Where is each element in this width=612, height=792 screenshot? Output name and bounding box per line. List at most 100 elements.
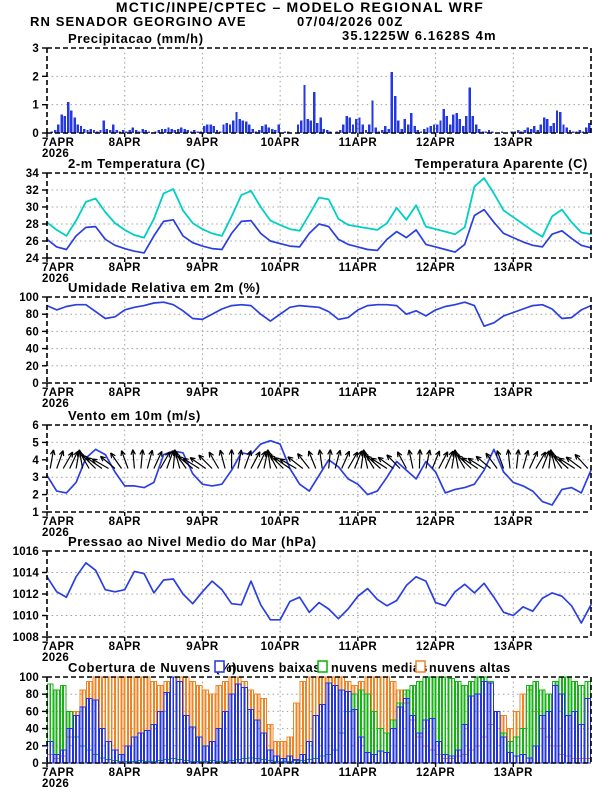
wind-arrow (279, 458, 297, 470)
precip-bar (539, 124, 542, 133)
nuvens-baixas-bar (396, 706, 401, 764)
wind-arrow (189, 457, 207, 469)
precip-bar (245, 121, 248, 133)
x-tick-label: 7APR (42, 137, 75, 149)
nuvens-baixas-bar (124, 745, 128, 764)
x-tick-label: 9APR (186, 767, 219, 779)
x-tick-label: 9APR (186, 641, 219, 653)
wind-arrow (110, 452, 122, 469)
x-tick-label: 12APR (416, 767, 455, 779)
nuvens-baixas-bar (361, 736, 365, 764)
precip-bar (397, 120, 400, 134)
x-tick-label: 13APR (494, 516, 533, 528)
nuvens-baixas-bar (276, 755, 281, 764)
precip-bar (371, 100, 374, 133)
nuvens-baixas-bar (513, 755, 517, 764)
precip-bar (426, 127, 429, 133)
precip-bar (73, 117, 76, 133)
nuvens-baixas-bar (354, 709, 358, 764)
wind-arrow (334, 449, 342, 469)
nuvens-medias-bar (529, 685, 533, 764)
nuvens-baixas-bar (221, 710, 226, 764)
nuvens-baixas-bar (47, 741, 51, 764)
y-tick-label: 6 (32, 420, 39, 432)
precip-bar (300, 120, 303, 134)
precip-bar (134, 130, 138, 133)
nuvens-baixas-bar (318, 704, 323, 764)
nuvens-baixas-bar (309, 741, 313, 764)
nuvens-baixas-bar (523, 753, 527, 764)
nuvens-baixas-bar (76, 715, 80, 764)
x-tick-label: 7APR (42, 387, 75, 399)
nuvens-baixas-bar (448, 755, 452, 764)
nuvens-baixas-bar (108, 741, 112, 764)
x-tick-label: 8APR (109, 137, 142, 149)
nuvens-baixas-bar (348, 691, 352, 764)
x-tick-label: 10APR (261, 641, 300, 653)
nuvens-baixas-bar (212, 741, 216, 764)
station-name: RN SENADOR GEORGINO AVE (30, 14, 247, 29)
wind-arrow (243, 450, 252, 469)
nuvens-baixas-bar (202, 745, 206, 764)
wind-arrow (377, 456, 394, 469)
precip-bar (536, 130, 539, 133)
wind-arrow (218, 449, 226, 469)
x-tick-label: 8APR (109, 767, 142, 779)
nuvens-baixas-bar (335, 685, 339, 764)
nuvens-baixas-bar (289, 755, 294, 764)
precip-bar (274, 130, 277, 133)
precip-bar (458, 118, 462, 133)
precip-bar (66, 101, 70, 133)
nuvens-baixas-bar (66, 728, 70, 764)
x-tick-label: 9APR (186, 262, 219, 274)
precip-bar (442, 108, 445, 133)
nuvens-baixas-bar (497, 710, 501, 764)
precip-bar (361, 124, 364, 133)
precip-bar (364, 130, 368, 133)
precip-bar (468, 87, 471, 133)
nuvens-baixas-bar (95, 699, 99, 764)
y-tick-label: 1014 (13, 568, 40, 580)
nuvens-baixas-bar (584, 698, 588, 764)
nuvens-medias-bar (448, 678, 452, 764)
precip-bar (406, 124, 410, 133)
nuvens-baixas-bar (115, 749, 119, 764)
nuvens-baixas-bar (218, 728, 222, 764)
x-tick-label: 9APR (186, 137, 219, 149)
wind-arrow (475, 455, 491, 469)
y-tick-label: 60 (26, 706, 39, 718)
nuvens-baixas-bar (552, 685, 556, 764)
nuvens-baixas-bar (370, 753, 375, 764)
x-tick-label: 13APR (494, 387, 533, 399)
precip-bar (487, 130, 491, 133)
wind-arrow (62, 451, 74, 469)
precip-bar (562, 124, 565, 133)
nuvens-baixas-bar (302, 753, 307, 764)
nuvens-baixas-bar (542, 715, 546, 764)
precip-bar (212, 125, 215, 133)
nuvens-baixas-bar (490, 682, 494, 764)
x-tick-label: 12APR (416, 641, 455, 653)
nuvens-baixas-bar (364, 752, 368, 764)
nuvens-baixas-bar (464, 723, 469, 764)
nuvens-baixas-bar (85, 698, 90, 764)
x-tick-label: 9APR (186, 516, 219, 528)
temperatura-aparente-line (46, 177, 592, 239)
nuvens-altas-bar (302, 680, 307, 764)
nuvens-baixas-bar (377, 750, 381, 764)
wind-arrow (407, 449, 414, 469)
wind-arrow (139, 449, 145, 469)
wind-arrow (505, 449, 512, 469)
wind-arrow (120, 450, 129, 469)
wind-arrow (146, 449, 154, 469)
precip-bar (76, 124, 79, 133)
precip-bar (552, 123, 555, 133)
nuvens-medias-bar (445, 676, 449, 764)
precip-bar (283, 131, 287, 133)
nuvens-baixas-bar (186, 715, 190, 764)
precip-bar (585, 127, 588, 133)
precip-bar (533, 125, 536, 133)
nuvens-baixas-bar (555, 685, 559, 764)
